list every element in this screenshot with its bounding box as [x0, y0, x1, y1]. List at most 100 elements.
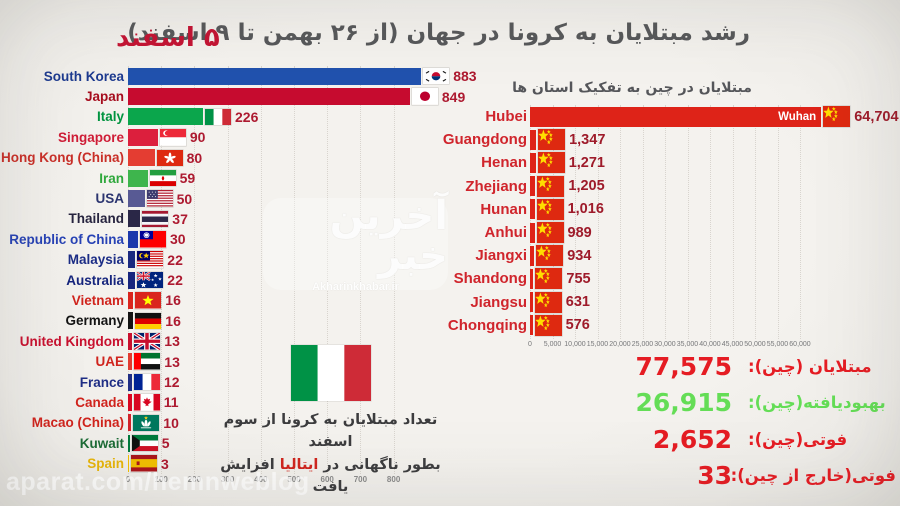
- bar-track: Wuhan 64,704: [530, 106, 900, 128]
- flag-vietnam-icon: [135, 292, 162, 309]
- annotation-line2-text: بطور ناگهانی در: [318, 456, 441, 473]
- province-label: Guangdong: [442, 131, 527, 149]
- country-row: Canada 11: [8, 392, 440, 412]
- country-row: Australia 22: [8, 270, 440, 290]
- bar-value: 3: [161, 455, 169, 472]
- bar: [128, 271, 136, 289]
- bar: [530, 129, 537, 150]
- axis-tick-label: 300: [220, 475, 235, 484]
- stat-value: 26,915: [635, 388, 732, 417]
- country-row: USA 50: [8, 188, 440, 208]
- country-label: Kuwait: [79, 435, 124, 451]
- bar: Wuhan: [530, 106, 822, 127]
- flag-france-icon: [134, 373, 160, 391]
- bar-track: 1,016: [530, 198, 900, 220]
- bar: [128, 210, 141, 228]
- gridline: [552, 105, 554, 339]
- bar: [128, 373, 132, 391]
- bar-value: 59: [179, 170, 196, 187]
- flag-uk-icon: [134, 333, 161, 350]
- bar-value: 576: [565, 317, 590, 334]
- stats-list: 77,575 مبتلایان (چین): 26,915 بهبودیافته(چی…: [612, 351, 896, 497]
- axis-tick-label: 15,000: [586, 341, 609, 348]
- axis-tick-label: 500: [287, 475, 301, 484]
- country-label: Macao (China): [31, 415, 124, 431]
- stat-label: فوتی(خارج از چین):: [730, 466, 896, 485]
- gridline: [620, 105, 621, 339]
- axis-tick-label: 60,000: [789, 341, 811, 348]
- bar-track: 37: [128, 210, 440, 228]
- bar: [128, 169, 148, 187]
- axis-tick-label: 25,000: [631, 341, 654, 348]
- bar-track: 16: [128, 291, 440, 309]
- country-label: UAE: [95, 354, 124, 370]
- country-label: Canada: [75, 394, 124, 410]
- axis-tick-label: 30,000: [654, 341, 676, 348]
- gridline: [665, 105, 666, 339]
- country-row: Hong Kong (China) 80: [1, 148, 440, 168]
- axis-tick-label: 800: [386, 475, 401, 484]
- bar: [530, 199, 535, 220]
- gridline: [575, 105, 576, 339]
- axis-tick-label: 200: [187, 475, 202, 484]
- gridline: [732, 105, 734, 339]
- bar: [128, 455, 129, 473]
- country-label: France: [79, 374, 124, 390]
- stat-value: 33: [697, 461, 732, 490]
- axis-tick-label: 0: [528, 341, 532, 348]
- annotation-line2-text: افزایش یافت: [220, 456, 349, 496]
- bar-value: 989: [567, 224, 592, 241]
- gridline: [800, 105, 801, 339]
- flag-macao-icon: [133, 414, 160, 432]
- country-label: Vietnam: [71, 292, 124, 308]
- axis-tick-label: 600: [320, 475, 334, 484]
- stat-row: 26,915 بهبودیافته(چین):: [612, 388, 896, 418]
- country-label: USA: [95, 191, 124, 207]
- country-label: Iran: [99, 170, 124, 186]
- bar: [128, 393, 132, 411]
- province-label: Hunan: [480, 200, 527, 218]
- flag-china-icon: [536, 245, 564, 267]
- bar-track: 30: [128, 230, 440, 248]
- world-chart: South Korea 883 Japan 849 Italy 226 Singapore 9…: [1, 66, 477, 488]
- country-row: Republic of China 30: [8, 229, 440, 249]
- gridline: [161, 66, 163, 474]
- gridline: [530, 105, 531, 339]
- italy-annotation: تعداد مبتلایان به کرونا از سوم اسفند بطو…: [213, 345, 448, 499]
- province-label: Henan: [481, 154, 527, 172]
- country-label: Republic of China: [9, 231, 124, 247]
- province-row: Jiangxi 934: [420, 244, 900, 267]
- bar-value: 934: [567, 247, 592, 264]
- world-chart-rows: South Korea 883 Japan 849 Italy 226 Singapore 9…: [1, 66, 477, 474]
- stat-row: 2,652 فوتی(چین):: [612, 424, 896, 454]
- bar-track: 22: [128, 251, 440, 269]
- province-label: Zhejiang: [465, 177, 527, 195]
- province-label: Anhui: [484, 224, 528, 242]
- province-row: Anhui 989: [420, 221, 900, 244]
- bar-value: 1,016: [567, 201, 604, 218]
- china-chart-axis: 0 5,000 10,000 15,000 20,000 25,000 30,000 35,0…: [528, 341, 830, 351]
- china-chart-grid: [530, 105, 830, 339]
- bar-track: 849: [128, 88, 465, 106]
- flag-uae-icon: [134, 353, 161, 370]
- annotation-line1: تعداد مبتلایان به کرونا از سوم اسفند: [223, 412, 438, 451]
- flag-germany-icon: [135, 312, 162, 330]
- gridline: [597, 105, 599, 339]
- province-row: Hunan 1,016: [420, 198, 900, 221]
- country-label: Australia: [66, 272, 124, 288]
- bar-track: 50: [128, 190, 440, 208]
- province-row: Shandong 755: [420, 267, 900, 290]
- china-chart: مبتلایان در چین به تفکیک استان ها Hubei W…: [420, 80, 900, 362]
- flag-china-icon: [536, 198, 564, 220]
- annotation-line2-highlight: ایتالیا: [279, 456, 319, 473]
- flag-thailand-icon: [142, 210, 169, 228]
- country-row: Japan 849: [8, 86, 465, 106]
- province-label: Jiangxi: [475, 247, 527, 265]
- axis-tick-label: 700: [353, 475, 368, 484]
- gridline: [687, 105, 689, 339]
- province-label: Shandong: [453, 270, 527, 288]
- bar-track: 755: [530, 268, 900, 290]
- axis-tick-label: 5,000: [543, 341, 562, 348]
- bar-track: 934: [530, 245, 900, 267]
- bar-value: 30: [170, 231, 186, 248]
